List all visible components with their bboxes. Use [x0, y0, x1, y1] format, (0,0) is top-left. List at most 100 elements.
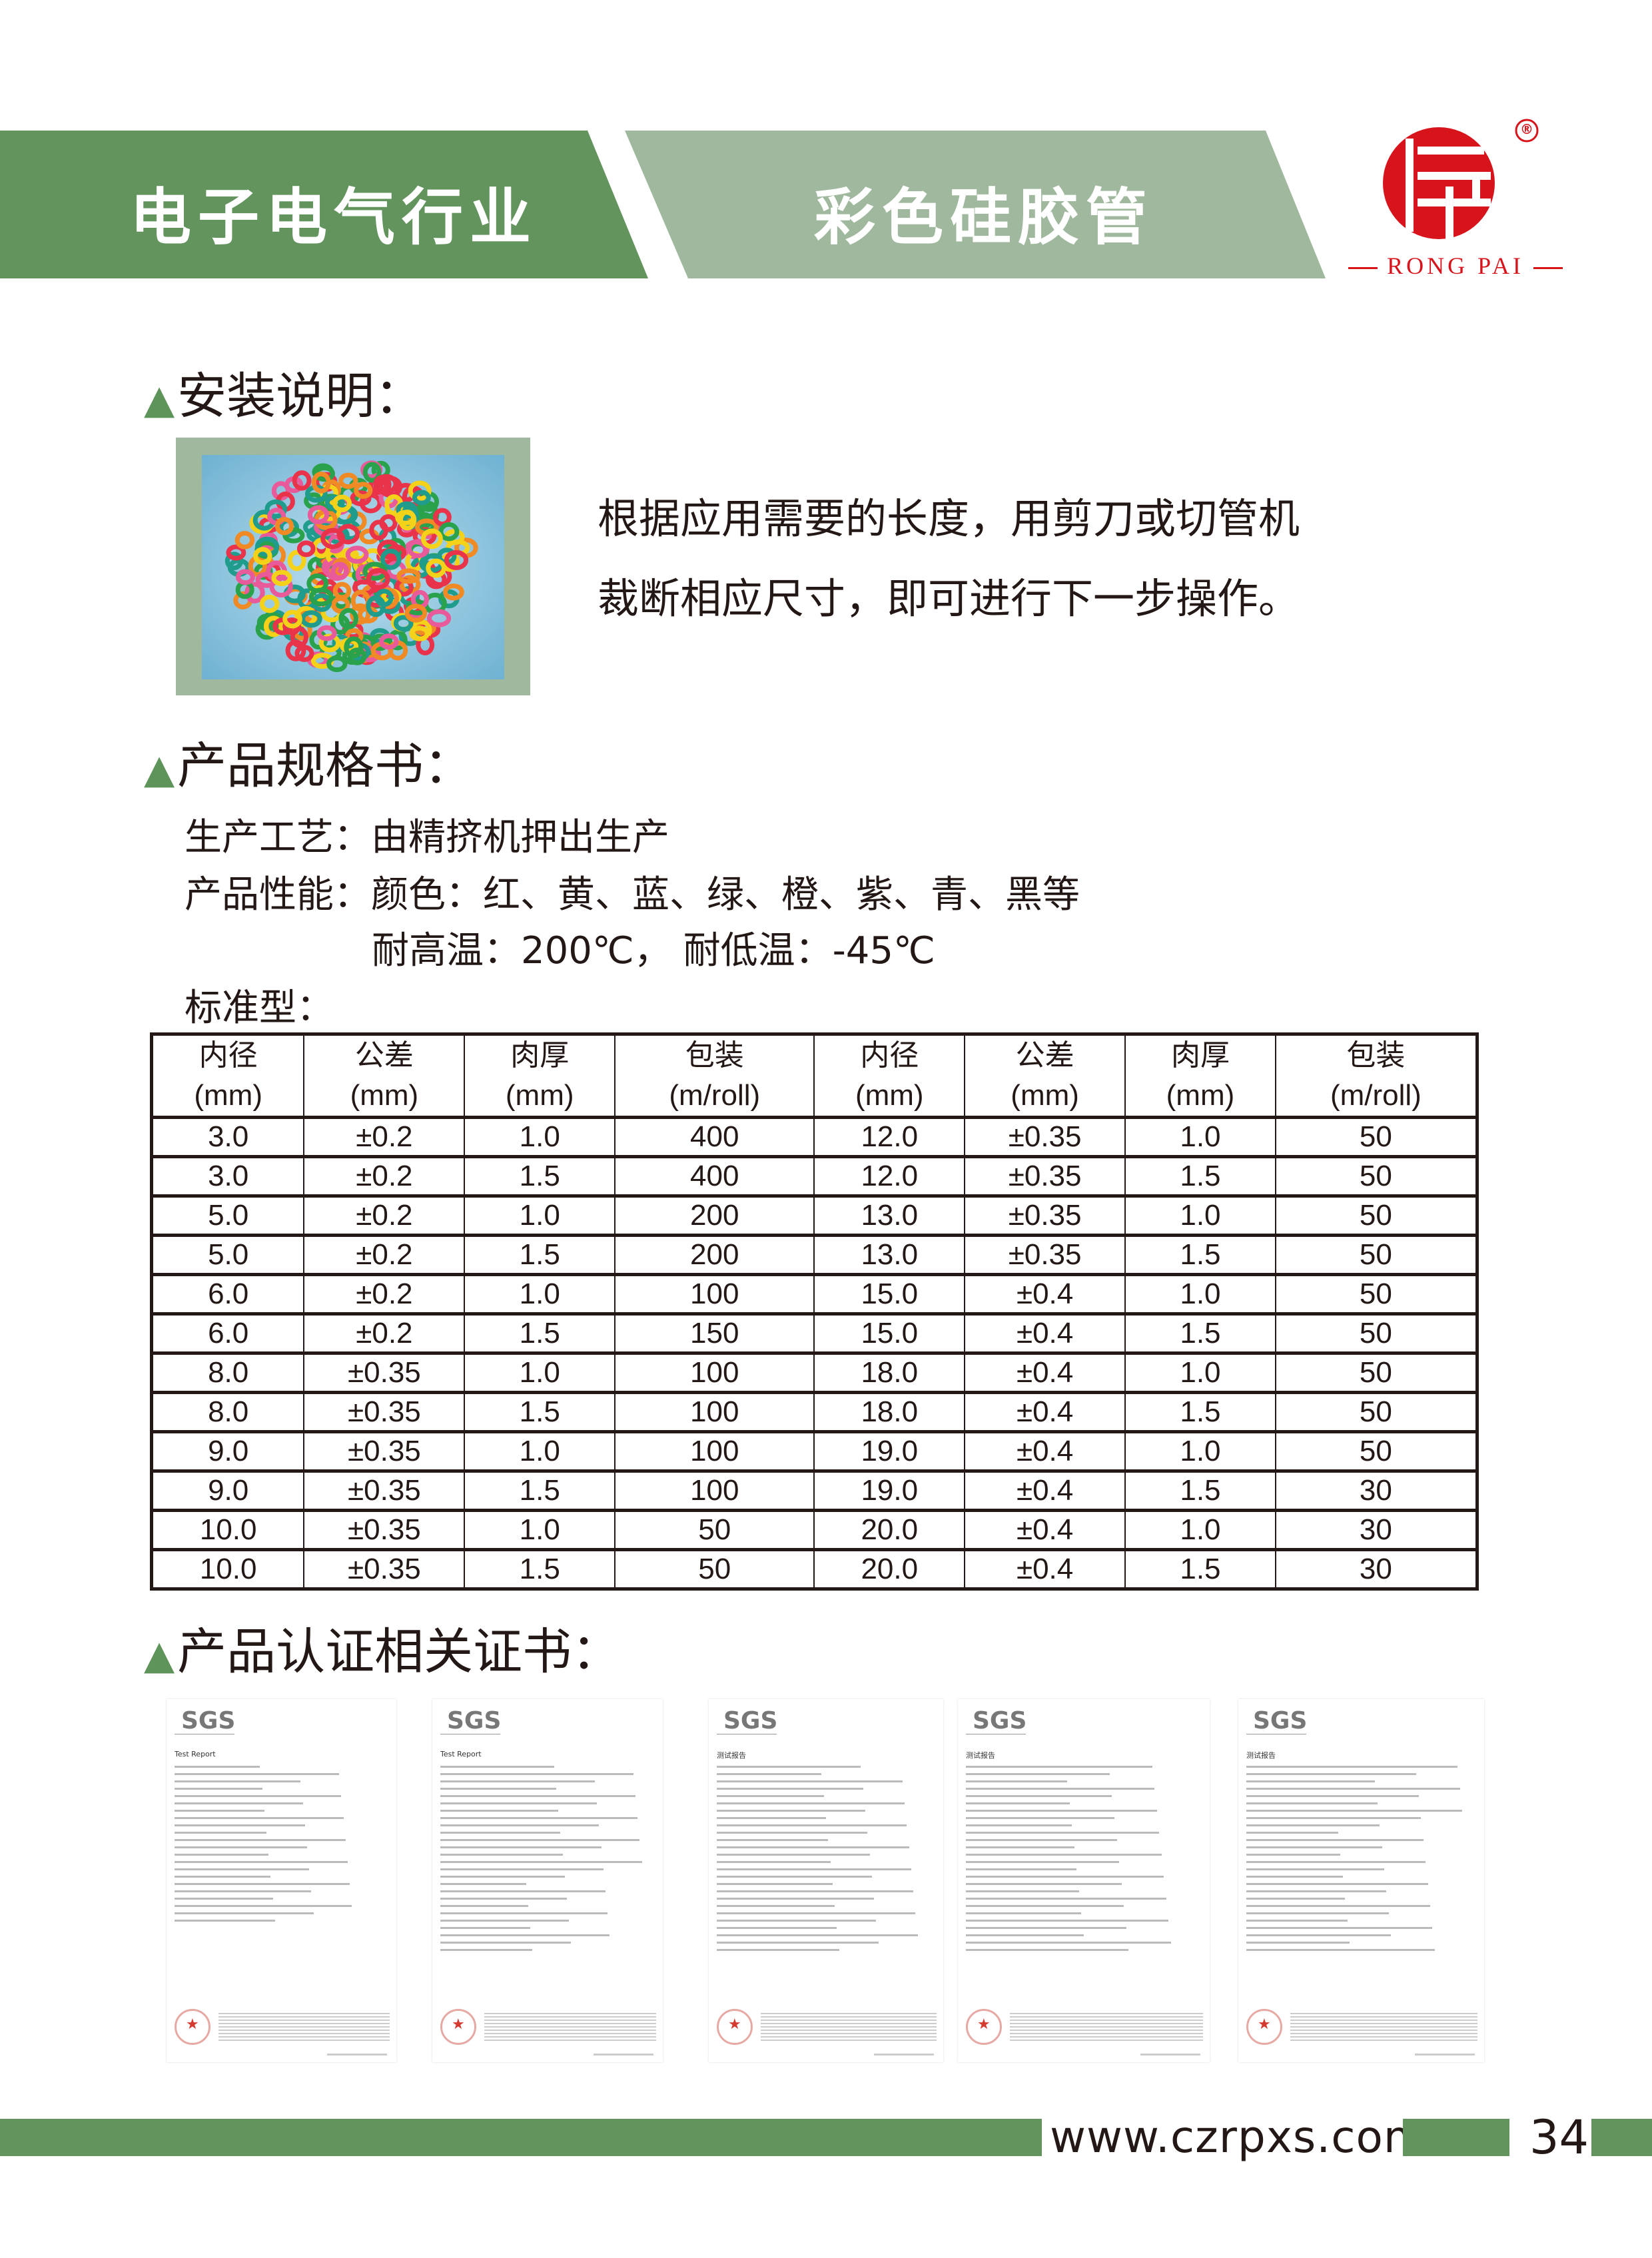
- certificate-thumbnail[interactable]: SGS Test Report ★: [167, 1699, 396, 2062]
- certificate-heading: Test Report: [440, 1750, 482, 1758]
- table-cell: 9.0: [151, 1430, 305, 1472]
- silicone-ring: [408, 480, 432, 502]
- certificate-thumbnail[interactable]: SGS 测试报告 ★: [1238, 1699, 1484, 2062]
- table-row: 9.0 ±0.35 1.0 100 19.0 ±0.4 1.0 50: [151, 1430, 1478, 1472]
- silicone-ring: [395, 510, 416, 526]
- table-row: 10.0 ±0.35 1.0 50 20.0 ±0.4 1.0 30: [151, 1509, 1478, 1551]
- column-header: 内径 (mm): [813, 1033, 966, 1118]
- silicone-ring: [345, 546, 369, 564]
- silicone-ring: [271, 569, 292, 586]
- table-cell: 18.0: [813, 1351, 966, 1393]
- table-cell: 9.0: [151, 1469, 305, 1511]
- silicone-ring: [263, 615, 284, 637]
- table-cell: 30: [1274, 1548, 1478, 1590]
- header-industry-band: [0, 131, 648, 278]
- column-header: 公差 (mm): [964, 1033, 1126, 1118]
- silicone-ring: [235, 569, 255, 585]
- table-cell: 1.0: [464, 1273, 616, 1315]
- table-cell: 15.0: [813, 1273, 966, 1315]
- process-text: 生产工艺：由精挤机押出生产: [185, 816, 669, 859]
- certificate-thumbnail[interactable]: SGS 测试报告 ★: [958, 1699, 1210, 2062]
- silicone-ring: [412, 490, 431, 506]
- column-header: 内径 (mm): [151, 1033, 305, 1118]
- silicone-ring: [387, 629, 408, 651]
- table-cell: 20.0: [813, 1548, 966, 1590]
- fine-print: [484, 2013, 656, 2042]
- table-cell: ±0.2: [303, 1234, 466, 1276]
- performance-text: 产品性能：颜色：红、黄、蓝、绿、橙、紫、青、黑等: [185, 873, 1080, 917]
- silicone-ring: [433, 508, 452, 527]
- certificate-heading: 测试报告: [717, 1751, 746, 1760]
- certificate-thumbnail[interactable]: SGS 测试报告 ★: [709, 1699, 943, 2062]
- certificate-body: [966, 1766, 1202, 1956]
- table-cell: 1.5: [1124, 1548, 1276, 1590]
- table-cell: 8.0: [151, 1351, 305, 1393]
- silicone-ring: [300, 610, 322, 628]
- table-cell: 100: [614, 1351, 815, 1393]
- column-header: 肉厚 (mm): [464, 1033, 616, 1118]
- table-cell: 19.0: [813, 1469, 966, 1511]
- table-cell: 8.0: [151, 1391, 305, 1433]
- table-cell: 1.0: [464, 1509, 616, 1551]
- footer-bar-middle: [1403, 2119, 1509, 2156]
- table-cell: 200: [614, 1234, 815, 1276]
- table-cell: 400: [614, 1116, 815, 1158]
- silicone-ring: [308, 587, 334, 607]
- table-cell: ±0.35: [964, 1155, 1126, 1197]
- table-row: 9.0 ±0.35 1.5 100 19.0 ±0.4 1.5 30: [151, 1469, 1478, 1511]
- table-cell: ±0.35: [303, 1430, 466, 1472]
- footer-url[interactable]: www.czrpxs.com: [1050, 2111, 1428, 2163]
- fine-print: [1010, 2013, 1203, 2042]
- table-row: 8.0 ±0.35 1.0 100 18.0 ±0.4 1.0 50: [151, 1351, 1478, 1393]
- table-cell: ±0.4: [964, 1351, 1126, 1393]
- silicone-ring: [338, 607, 358, 629]
- table-cell: ±0.35: [303, 1469, 466, 1511]
- table-cell: 50: [1274, 1391, 1478, 1433]
- table-cell: 50: [1274, 1430, 1478, 1472]
- seal-icon: ★: [1246, 2009, 1282, 2045]
- triangle-icon: ▲: [144, 1632, 175, 1679]
- table-cell: 100: [614, 1469, 815, 1511]
- table-cell: 5.0: [151, 1194, 305, 1236]
- table-cell: 1.0: [1124, 1430, 1276, 1472]
- sgs-logo: SGS: [447, 1707, 502, 1734]
- column-header: 包装 (m/roll): [614, 1033, 815, 1118]
- table-cell: 50: [1274, 1116, 1478, 1158]
- table-cell: 200: [614, 1194, 815, 1236]
- silicone-ring: [421, 528, 443, 550]
- silicone-ring: [373, 474, 392, 495]
- silicone-ring: [350, 490, 372, 506]
- table-cell: ±0.4: [964, 1312, 1126, 1354]
- install-section-title: ▲安装说明：: [144, 368, 424, 425]
- silicone-ring: [320, 528, 345, 550]
- silicone-ring: [282, 609, 302, 629]
- silicone-ring: [292, 470, 312, 491]
- table-cell: 1.5: [464, 1548, 616, 1590]
- table-cell: 15.0: [813, 1312, 966, 1354]
- table-cell: ±0.4: [964, 1273, 1126, 1315]
- table-cell: 1.5: [1124, 1391, 1276, 1433]
- column-header: 公差 (mm): [303, 1033, 466, 1118]
- table-cell: 1.0: [464, 1430, 616, 1472]
- silicone-ring: [362, 462, 382, 483]
- table-cell: 50: [1274, 1273, 1478, 1315]
- table-cell: 50: [1274, 1155, 1478, 1197]
- silicone-ring: [426, 609, 452, 627]
- certificate-body: [1246, 1766, 1476, 1956]
- table-cell: 1.5: [464, 1234, 616, 1276]
- silicone-ring: [426, 558, 446, 578]
- table-cell: ±0.2: [303, 1116, 466, 1158]
- seal-icon: ★: [717, 2009, 753, 2045]
- table-cell: ±0.35: [303, 1351, 466, 1393]
- table-cell: ±0.4: [964, 1430, 1126, 1472]
- silicone-ring: [224, 552, 243, 571]
- table-cell: 1.0: [1124, 1273, 1276, 1315]
- sgs-logo: SGS: [1253, 1707, 1308, 1734]
- certs-section-title: ▲产品认证相关证书：: [144, 1623, 621, 1681]
- certificate-thumbnail[interactable]: SGS Test Report ★: [432, 1699, 663, 2062]
- table-cell: 10.0: [151, 1548, 305, 1590]
- silicone-ring: [287, 550, 306, 571]
- silicone-ring: [338, 472, 358, 490]
- table-cell: 1.0: [464, 1351, 616, 1393]
- table-cell: ±0.4: [964, 1548, 1126, 1590]
